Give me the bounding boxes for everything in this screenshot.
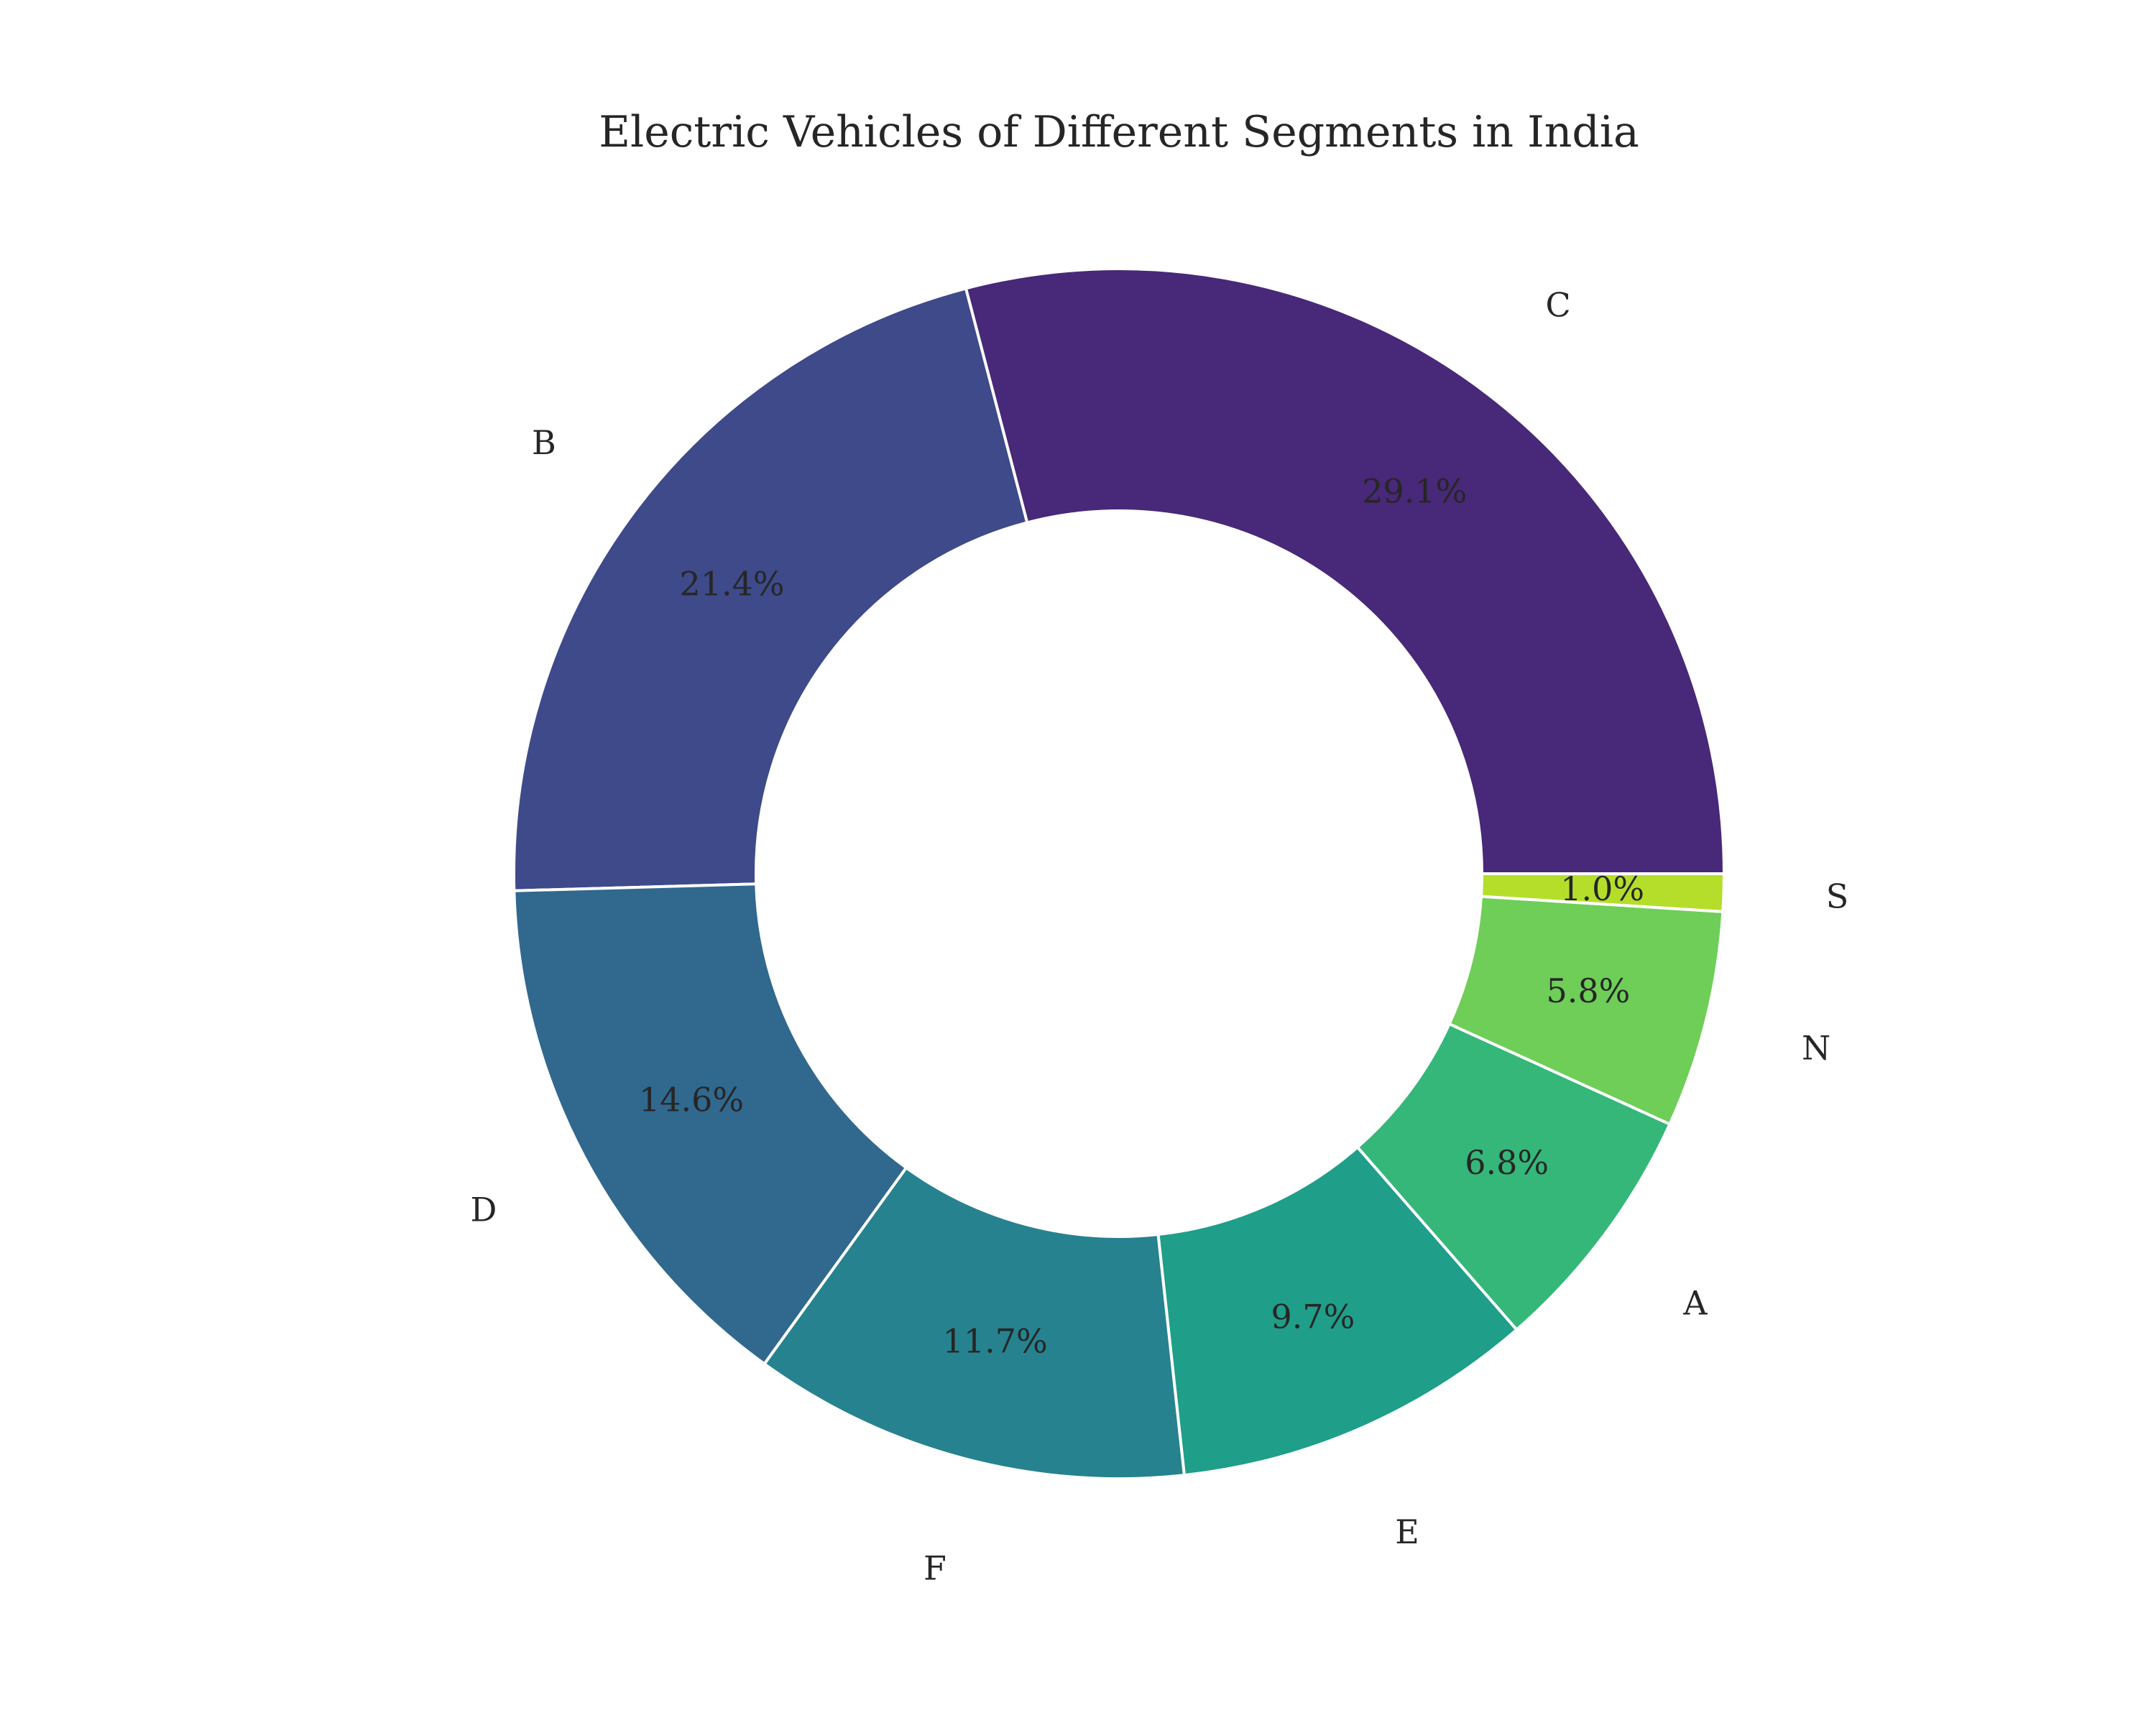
pct-label-b: 21.4% xyxy=(679,564,784,603)
category-label-c: C xyxy=(1546,285,1571,324)
pct-label-d: 14.6% xyxy=(639,1081,744,1119)
labels-group: 29.1% C 21.4% B 14.6% D 11.7% F 9.7% E 6.8% A 5.8% N 1… xyxy=(471,285,1849,1587)
category-label-b: B xyxy=(532,423,556,462)
category-label-f: F xyxy=(923,1549,946,1588)
pct-label-c: 29.1% xyxy=(1362,471,1467,510)
pct-label-s: 1.0% xyxy=(1560,869,1644,908)
category-label-s: S xyxy=(1826,877,1849,915)
pct-label-n: 5.8% xyxy=(1546,971,1630,1010)
slice-d xyxy=(512,882,908,1367)
category-label-d: D xyxy=(471,1190,497,1229)
pct-label-e: 9.7% xyxy=(1271,1297,1355,1336)
chart-title: Electric Vehicles of Different Segments … xyxy=(599,107,1639,157)
pct-label-f: 11.7% xyxy=(943,1322,1048,1361)
category-label-e: E xyxy=(1395,1512,1419,1551)
category-label-n: N xyxy=(1802,1028,1830,1067)
slice-f xyxy=(762,1165,1187,1480)
slice-s xyxy=(1479,872,1726,913)
slices-group xyxy=(512,267,1726,1480)
slice-b xyxy=(512,286,1029,892)
pct-label-a: 6.8% xyxy=(1465,1143,1549,1182)
category-label-a: A xyxy=(1682,1283,1708,1322)
slice-e xyxy=(1156,1145,1519,1477)
slice-c xyxy=(964,267,1726,875)
